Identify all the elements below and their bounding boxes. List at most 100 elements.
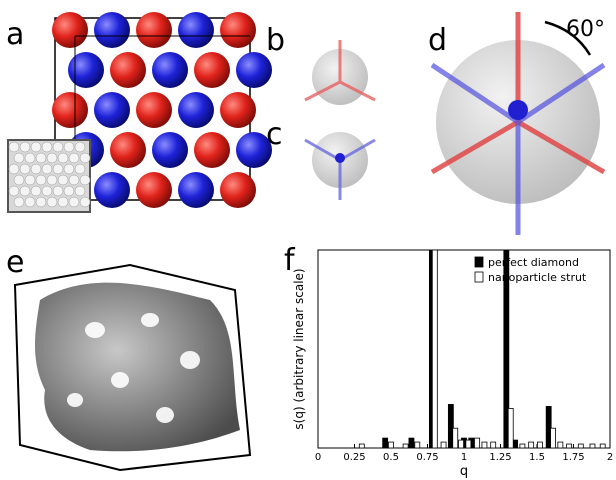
atom: [58, 197, 68, 207]
x-tick-label: 0: [315, 452, 321, 463]
atom: [64, 186, 74, 196]
sphere: [178, 92, 214, 128]
atom: [47, 197, 57, 207]
bar: [551, 428, 556, 448]
panel-e: [15, 265, 250, 470]
bar: [383, 438, 388, 448]
atom: [14, 175, 24, 185]
sphere: [94, 172, 130, 208]
crystal-render: [8, 12, 272, 212]
panel-label: a: [6, 17, 24, 52]
sphere: [220, 12, 256, 48]
sphere: [152, 132, 188, 168]
panel-c: [305, 132, 375, 200]
atom: [36, 153, 46, 163]
x-tick-label: 1.25: [489, 452, 511, 463]
bar: [459, 440, 464, 448]
atom: [14, 153, 24, 163]
bar: [508, 408, 513, 448]
panel-label: e: [6, 245, 24, 280]
atom: [75, 142, 85, 152]
cluster: [335, 153, 345, 163]
x-tick-label: 0.75: [416, 452, 438, 463]
sphere: [220, 172, 256, 208]
sphere: [152, 52, 188, 88]
panel-label: d: [428, 23, 447, 58]
atom: [42, 142, 52, 152]
atom: [58, 153, 68, 163]
sphere: [178, 172, 214, 208]
bar: [491, 442, 496, 448]
x-tick-label: 1.75: [562, 452, 584, 463]
atom: [53, 164, 63, 174]
bar: [567, 444, 572, 448]
atom: [25, 197, 35, 207]
bar: [441, 442, 446, 448]
x-tick-label: 1.5: [529, 452, 545, 463]
bar: [409, 438, 414, 448]
panel-label: b: [266, 23, 285, 58]
atom: [25, 153, 35, 163]
sphere: [94, 92, 130, 128]
atom: [42, 186, 52, 196]
sphere: [194, 52, 230, 88]
y-axis-label: s(q) (arbitrary linear scale): [292, 268, 306, 429]
sphere: [136, 172, 172, 208]
sphere: [220, 92, 256, 128]
atom: [31, 164, 41, 174]
panel-d: 60°: [432, 12, 605, 235]
atom: [53, 186, 63, 196]
legend-label: nanoparticle strut: [488, 271, 587, 284]
x-axis-label: q: [460, 464, 468, 479]
atom: [47, 175, 57, 185]
atom: [9, 186, 19, 196]
cluster: [508, 100, 528, 120]
panel-label: c: [266, 117, 283, 152]
atom: [31, 186, 41, 196]
atom: [20, 164, 30, 174]
legend-label: perfect diamond: [488, 256, 579, 269]
isosurface: [35, 283, 240, 452]
atom: [47, 153, 57, 163]
atom: [9, 142, 19, 152]
panel-b: [305, 40, 375, 105]
atom: [58, 175, 68, 185]
atom: [42, 164, 52, 174]
x-tick-label: 0.25: [343, 452, 365, 463]
bar: [389, 442, 394, 448]
atom: [20, 142, 30, 152]
bar: [520, 444, 525, 448]
sphere: [194, 132, 230, 168]
sphere: [52, 92, 88, 128]
legend-swatch: [475, 257, 483, 267]
atom: [75, 186, 85, 196]
sphere: [52, 12, 88, 48]
atom: [53, 142, 63, 152]
atom: [69, 175, 79, 185]
atom: [80, 153, 90, 163]
atom: [14, 197, 24, 207]
bar: [475, 438, 480, 448]
sphere: [110, 52, 146, 88]
atom: [25, 175, 35, 185]
sphere: [136, 12, 172, 48]
bar: [466, 440, 471, 448]
atom: [31, 142, 41, 152]
bar: [403, 444, 408, 448]
atom: [36, 197, 46, 207]
atom: [69, 153, 79, 163]
bar: [482, 442, 487, 448]
atom: [64, 164, 74, 174]
sphere: [110, 132, 146, 168]
bar: [578, 444, 583, 448]
atom: [36, 175, 46, 185]
bar: [432, 250, 437, 448]
atom: [69, 197, 79, 207]
bar: [529, 442, 534, 448]
sphere: [178, 12, 214, 48]
x-tick-label: 1: [461, 452, 467, 463]
x-tick-label: 2: [607, 452, 613, 463]
bar: [453, 428, 458, 448]
bar: [537, 442, 542, 448]
bar: [558, 442, 563, 448]
